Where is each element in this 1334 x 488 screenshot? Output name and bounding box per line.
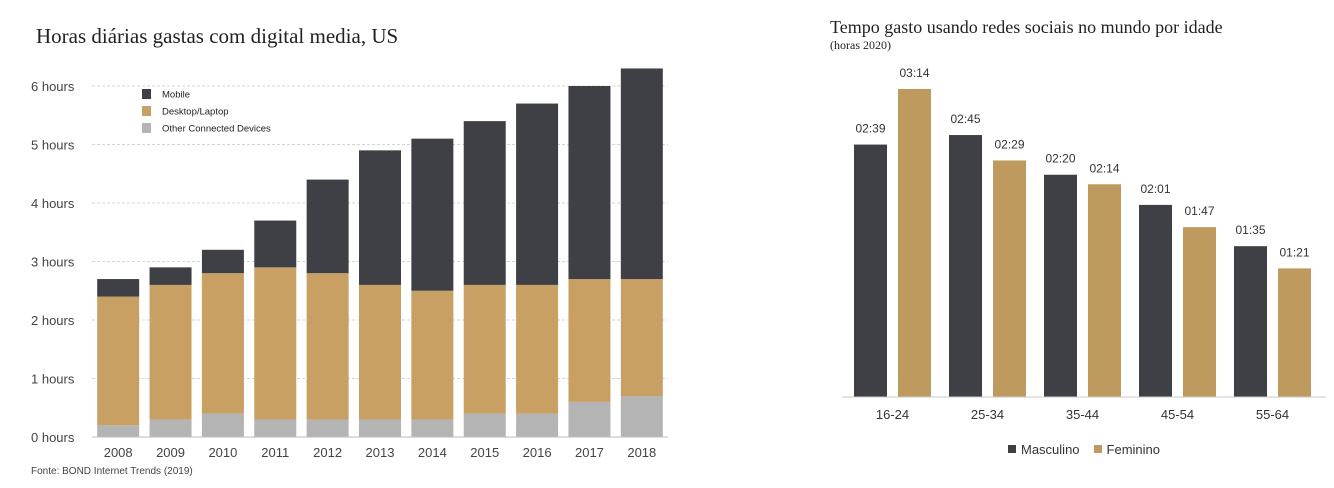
bar	[1278, 268, 1311, 397]
bar-segment	[411, 138, 454, 291]
bar-segment	[516, 413, 559, 437]
x-tick-label: 2016	[523, 445, 552, 460]
bar-segment	[411, 419, 454, 437]
bar-segment	[463, 121, 506, 285]
bar-segment	[568, 279, 611, 402]
bar-segment	[201, 273, 244, 414]
bar	[993, 160, 1026, 397]
x-tick-label: 2014	[418, 445, 447, 460]
right-chart-title: Tempo gasto usando redes sociais no mund…	[830, 17, 1223, 37]
data-label: 02:14	[1089, 161, 1119, 175]
x-tick-label: 35-44	[1066, 407, 1099, 422]
legend-label: Other Connected Devices	[162, 124, 271, 135]
bar-segment	[97, 425, 140, 437]
bar-segment	[306, 273, 349, 420]
legend-label: Desktop/Laptop	[162, 107, 229, 118]
data-label: 02:20	[1045, 152, 1075, 166]
bar-segment	[516, 103, 559, 285]
data-label: 01:35	[1235, 223, 1265, 237]
legend-swatch	[1008, 445, 1016, 453]
x-tick-label: 2015	[470, 445, 499, 460]
bar-segment	[359, 284, 401, 420]
bar-segment	[201, 413, 244, 437]
legend-swatch	[1093, 445, 1102, 453]
bar-segment	[306, 419, 349, 437]
x-tick-label: 2011	[261, 445, 289, 460]
legend-swatch	[142, 89, 151, 99]
y-tick-label: 1 hours	[31, 372, 75, 387]
bar-segment	[463, 413, 506, 437]
y-tick-label: 6 hours	[31, 79, 75, 94]
bar-segment	[516, 284, 559, 414]
data-label: 01:21	[1279, 245, 1309, 259]
left-chart-panel: Horas diárias gastas com digital media, …	[31, 24, 668, 477]
x-tick-label: 16-24	[876, 407, 909, 422]
y-tick-label: 2 hours	[31, 313, 75, 328]
bar-segment	[254, 419, 297, 437]
bar-segment	[97, 296, 140, 426]
right-chart-legend: Masculino Feminino	[1008, 441, 1174, 457]
x-tick-label: 25-34	[971, 407, 1004, 422]
left-stacked-bar-chart: 0 hours 1 hours 2 hours 3 hours 4 hours 5 hou…	[31, 68, 668, 460]
bar-segment	[620, 396, 663, 437]
bar-segment	[149, 267, 192, 285]
y-tick-label: 5 hours	[31, 138, 75, 153]
bar-segment	[149, 284, 192, 420]
bar-segment	[411, 290, 454, 420]
y-tick-label: 0 hours	[31, 430, 75, 445]
legend-label: Masculino	[1021, 441, 1080, 457]
legend-item: Feminino	[1093, 441, 1160, 457]
x-tick-label: 2012	[313, 445, 342, 460]
x-tick-label: 2013	[366, 445, 395, 460]
bar-segment	[359, 150, 401, 285]
bar-segment	[568, 401, 611, 437]
bar	[854, 144, 887, 397]
data-label: 03:14	[899, 66, 929, 80]
x-tick-label: 2010	[208, 445, 237, 460]
bar-segment	[463, 284, 506, 414]
source-note: Fonte: BOND Internet Trends (2019)	[31, 466, 193, 477]
data-label: 02:29	[994, 137, 1024, 151]
data-label: 02:01	[1140, 182, 1170, 196]
right-grouped-bar-chart: 02:39 03:14 16-24 02:45 02:29 25-34 02:20 02:14…	[842, 66, 1326, 422]
x-tick-label: 45-54	[1161, 407, 1194, 422]
bar	[1044, 174, 1077, 397]
bar	[1139, 204, 1172, 397]
bar-segment	[620, 279, 663, 397]
bar	[898, 89, 931, 397]
right-chart-panel: Tempo gasto usando redes sociais no mund…	[820, 0, 1334, 488]
y-tick-label: 3 hours	[31, 255, 75, 270]
y-tick-label: 4 hours	[31, 196, 75, 211]
legend-swatch	[142, 123, 151, 133]
bar	[1234, 246, 1267, 397]
legend-label: Mobile	[162, 90, 190, 101]
x-tick-label: 55-64	[1256, 407, 1289, 422]
bar-segment	[254, 267, 297, 420]
bar-segment	[201, 249, 244, 274]
x-tick-label: 2017	[575, 445, 604, 460]
legend-item: Masculino	[1008, 442, 1080, 457]
legend-label: Feminino	[1106, 441, 1160, 457]
data-label: 02:39	[855, 122, 885, 136]
legend-swatch	[142, 106, 151, 116]
bar-segment	[254, 220, 297, 268]
bar-segment	[568, 86, 611, 280]
data-label: 01:47	[1184, 204, 1214, 218]
right-chart-subtitle: (horas 2020)	[830, 38, 891, 52]
left-chart-title: Horas diárias gastas com digital media, …	[36, 24, 399, 48]
bar-segment	[620, 68, 663, 280]
bar	[949, 135, 982, 397]
x-tick-label: 2018	[627, 445, 656, 460]
x-tick-label: 2008	[104, 445, 133, 460]
data-label: 02:45	[950, 112, 980, 126]
bar-segment	[97, 279, 140, 297]
bar-segment	[306, 179, 349, 274]
bar	[1183, 227, 1216, 397]
bar-segment	[149, 419, 192, 437]
x-tick-label: 2009	[156, 445, 185, 460]
bar-segment	[359, 419, 401, 437]
bar	[1088, 184, 1121, 397]
